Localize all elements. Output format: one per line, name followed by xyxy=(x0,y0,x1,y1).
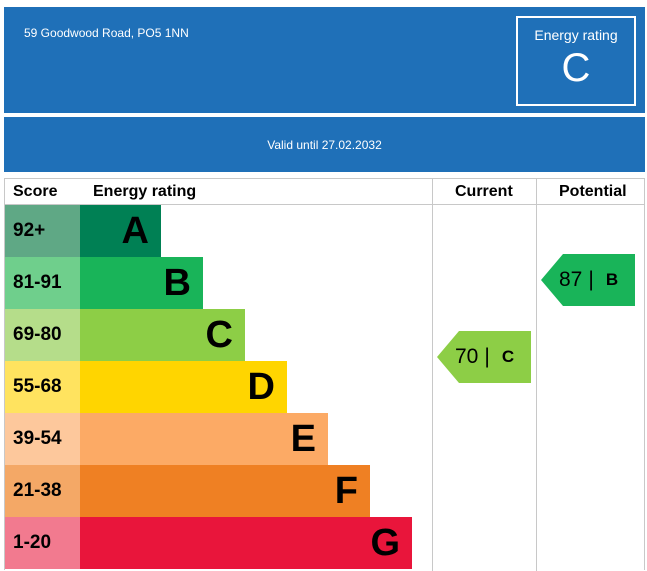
potential-separator: | xyxy=(588,268,594,291)
property-address: 59 Goodwood Road, PO5 1NN xyxy=(24,26,189,40)
energy-rating-label: Energy rating xyxy=(534,27,618,43)
band-score-g: 1-20 xyxy=(5,517,80,569)
column-header-energy-rating: Energy rating xyxy=(93,183,197,200)
column-header-score: Score xyxy=(13,183,58,200)
energy-rating-value: C xyxy=(561,46,591,90)
band-letter-a: A xyxy=(121,210,149,252)
potential-score: 87 xyxy=(559,268,583,291)
band-bar-f: F xyxy=(80,465,370,517)
potential-letter: B xyxy=(605,270,619,289)
column-header-potential: Potential xyxy=(559,183,627,200)
band-bar-e: E xyxy=(80,413,328,465)
valid-until-text: Valid until 27.02.2032 xyxy=(267,137,382,152)
current-rating-arrow: 70 | C xyxy=(437,331,531,383)
column-divider xyxy=(432,179,433,571)
column-header-current: Current xyxy=(455,183,513,200)
current-separator: | xyxy=(484,345,490,368)
band-letter-f: F xyxy=(334,470,358,512)
band-score-e: 39-54 xyxy=(5,413,80,465)
band-letter-d: D xyxy=(247,366,275,408)
band-bar-c: C xyxy=(80,309,245,361)
band-score-b: 81-91 xyxy=(5,257,80,309)
band-bar-d: D xyxy=(80,361,287,413)
band-bar-g: G xyxy=(80,517,412,569)
band-letter-e: E xyxy=(290,418,316,460)
band-score-c: 69-80 xyxy=(5,309,80,361)
current-letter: C xyxy=(501,347,515,366)
energy-rating-table: Score Energy rating Current Potential 92… xyxy=(4,178,645,571)
header-divider xyxy=(5,204,644,205)
band-score-a: 92+ xyxy=(5,205,80,257)
energy-rating-box: Energy rating C xyxy=(516,16,636,106)
band-letter-g: G xyxy=(370,522,400,564)
band-bar-a: A xyxy=(80,205,161,257)
band-score-d: 55-68 xyxy=(5,361,80,413)
header-banner: 59 Goodwood Road, PO5 1NN Energy rating … xyxy=(4,7,645,113)
band-letter-c: C xyxy=(205,314,233,356)
band-bar-b: B xyxy=(80,257,203,309)
potential-rating-arrow: 87 | B xyxy=(541,254,635,306)
band-score-f: 21-38 xyxy=(5,465,80,517)
column-divider xyxy=(536,179,537,571)
band-letter-b: B xyxy=(163,262,191,304)
current-score: 70 xyxy=(455,345,479,368)
validity-banner: Valid until 27.02.2032 xyxy=(4,117,645,172)
